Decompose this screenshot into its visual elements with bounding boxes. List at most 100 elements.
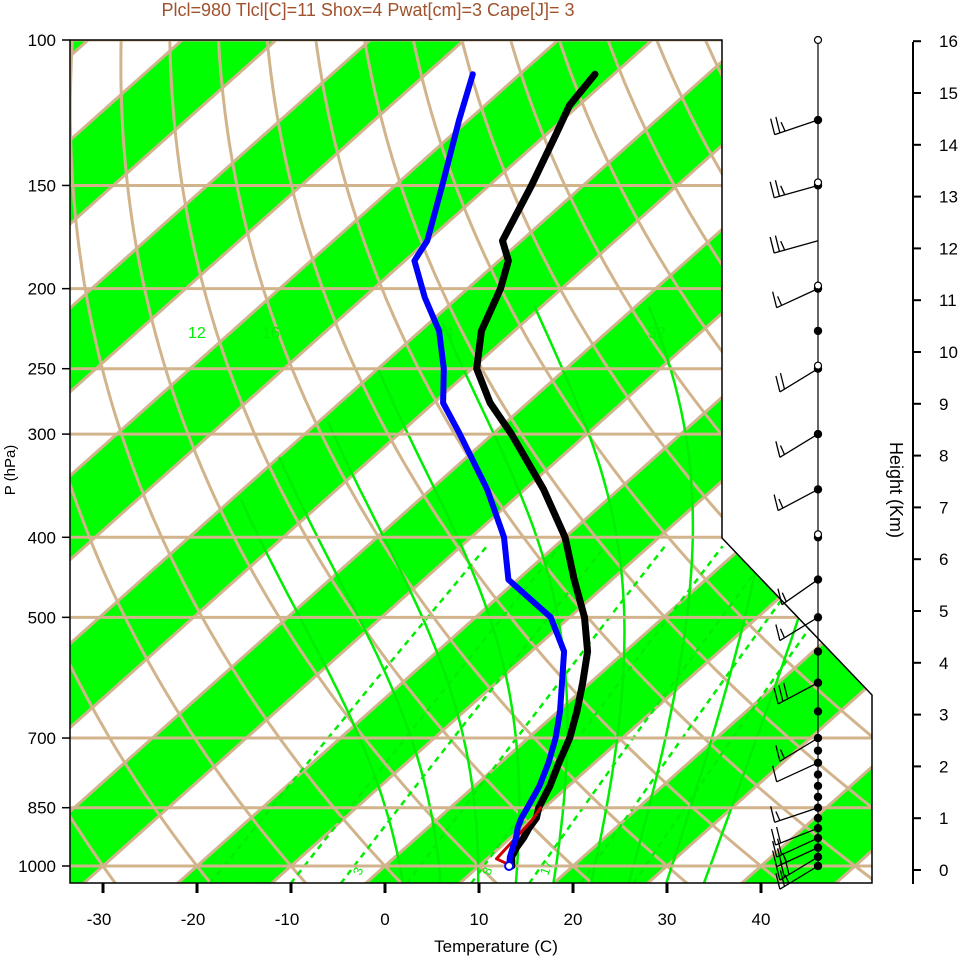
height-tick-label: 12 — [939, 239, 958, 258]
temperature-tick-label: 10 — [470, 910, 489, 929]
wind-barb-feather — [773, 494, 779, 511]
pressure-tick-label: 100 — [28, 31, 56, 50]
pressure-tick-label: 200 — [28, 280, 56, 299]
wind-barb-shaft — [776, 288, 819, 309]
wind-barb-shaft — [773, 184, 819, 199]
wind-barb — [772, 288, 819, 309]
wind-barb-feather — [778, 685, 784, 702]
isotherm-line — [70, 40, 467, 394]
pressure-tick-label: 700 — [28, 729, 56, 748]
wind-barb-shaft — [775, 827, 819, 846]
mixing-ratio-line — [289, 545, 561, 883]
wind-level-marker — [813, 361, 823, 370]
wind-barb — [772, 837, 819, 858]
temperature-tick-label: 20 — [564, 910, 583, 929]
wind-level-dot — [813, 792, 823, 802]
wind-barb-feather — [775, 116, 781, 134]
moist-adiabat — [441, 322, 569, 883]
moist-adiabat — [239, 498, 405, 883]
wind-barb-feather — [775, 863, 781, 881]
height-tick-label: 9 — [939, 395, 948, 414]
wind-barb-shaft — [774, 807, 819, 823]
mixing-ratio-line — [528, 545, 776, 883]
wind-barb-shaft — [779, 856, 819, 881]
wind-barb-feather — [781, 592, 787, 602]
wind-barb-feather — [779, 372, 786, 390]
dry-adiabat — [70, 40, 404, 883]
dewpoint-profile — [411, 71, 568, 869]
wind-barb-feather — [777, 296, 783, 306]
wind-level-marker — [813, 530, 823, 539]
dry-adiabat — [217, 40, 690, 883]
wind-barb-feather — [773, 687, 779, 705]
wind-barb-feather — [774, 180, 781, 197]
temperature-tick-label: -10 — [275, 910, 300, 929]
surface-point — [504, 861, 515, 871]
chart-title: Plcl=980 Tlcl[C]=11 Shox=4 Pwat[cm]=3 Ca… — [161, 0, 574, 20]
isotherm-line — [70, 40, 655, 562]
wind-barb-shaft — [779, 433, 819, 458]
wind-barb-feather — [775, 375, 781, 393]
wind-level-marker — [813, 281, 823, 290]
height-tick-label: 5 — [939, 602, 948, 621]
temperature-tick-label: 40 — [752, 910, 771, 929]
mixing-ratio-line — [405, 545, 666, 883]
wind-barb-feather — [780, 185, 786, 196]
wind-barb-feather — [778, 498, 784, 509]
wind-level-dot — [813, 813, 823, 823]
isotherm-line — [70, 40, 561, 478]
pressure-tick-label: 500 — [28, 608, 56, 627]
wind-barb-shaft — [777, 488, 819, 512]
moist-adiabat — [627, 305, 695, 883]
wind-barb-shaft — [776, 762, 819, 783]
wind-barb-shaft — [779, 737, 819, 762]
plot-frame: 3020100102030 — [69, 39, 875, 884]
wind-barb-feather — [779, 445, 786, 455]
height-tick-label: 13 — [939, 188, 958, 207]
wind-barb — [770, 826, 819, 846]
temperature-tick-label: 0 — [380, 910, 389, 929]
wind-barb-shaft — [779, 616, 819, 642]
height-tick-label: 14 — [939, 136, 958, 155]
dry-adiabat — [119, 40, 499, 883]
wind-barb-feather — [769, 181, 775, 198]
wind-barb-feather — [770, 806, 776, 823]
wind-barb-feather — [770, 118, 776, 135]
wind-barb — [769, 235, 819, 254]
isotherm-line — [551, 597, 872, 883]
wind-barb-shaft — [774, 119, 819, 136]
wind-barb-shaft — [781, 579, 819, 606]
wind-barb — [769, 180, 819, 199]
isotherm-line — [175, 261, 872, 883]
pressure-tick-label: 400 — [28, 528, 56, 547]
isotherm-line — [457, 513, 872, 883]
mixing-ratio-label: 17 — [537, 858, 556, 877]
height-tick-label: 10 — [939, 343, 958, 362]
wind-barb — [775, 368, 819, 393]
wind-barb-shaft — [779, 368, 819, 393]
moist-adiabat-label: 12 — [188, 325, 206, 342]
wind-barb-feather — [774, 235, 781, 252]
moist-adiabat — [278, 456, 442, 883]
height-tick-label: 11 — [939, 291, 957, 310]
wind-barb — [775, 737, 819, 762]
moist-adiabat — [533, 305, 626, 883]
pressure-tick-label: 1000 — [18, 857, 56, 876]
wind-barb — [773, 488, 819, 512]
mixing-ratio-line — [470, 545, 724, 883]
isotherm-line — [70, 40, 749, 646]
wind-barb-feather — [780, 121, 786, 132]
dry-adiabat — [265, 40, 785, 883]
wind-barb — [772, 762, 819, 783]
dry-adiabat — [70, 479, 308, 883]
height-tick-label: 4 — [939, 654, 948, 673]
wind-barb-feather — [777, 588, 783, 605]
wind-barb-feather — [775, 745, 781, 762]
wind-barb-feather — [780, 240, 786, 251]
wind-level-dot — [813, 707, 823, 716]
moist-adiabat-label: 16 — [262, 325, 280, 342]
wind-barb-feather — [770, 828, 777, 846]
wind-barb-shaft — [779, 865, 819, 890]
wind-level-marker — [813, 178, 823, 187]
